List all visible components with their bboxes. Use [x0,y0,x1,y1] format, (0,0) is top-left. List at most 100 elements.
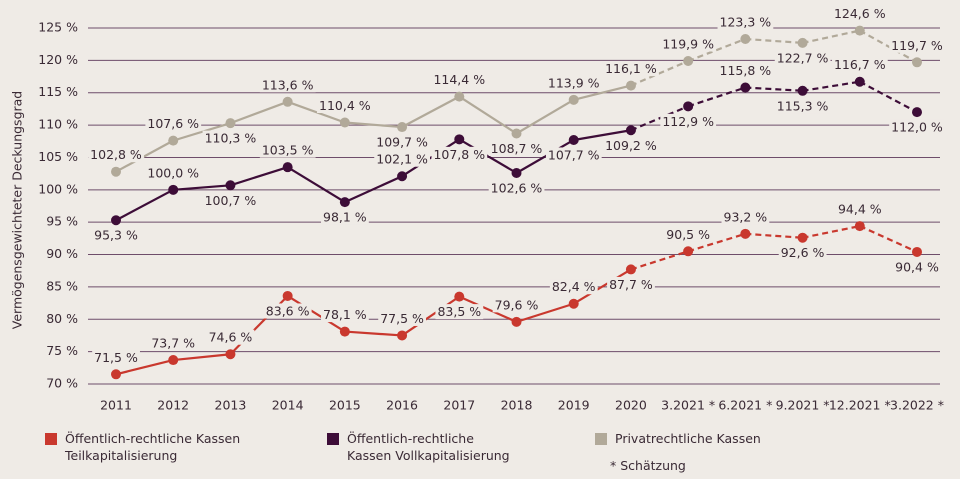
value-label-bg [431,146,488,162]
points [111,25,922,380]
value-label: 109,7 % [376,135,428,150]
value-label-bg [717,14,774,30]
value-label-bg [549,279,598,295]
value-label: 115,8 % [720,63,772,78]
line-segment [172,122,231,142]
x-tick-label: 12.2021 * [829,398,891,413]
point [282,162,293,173]
labels: 71,5 % 73,7 % 74,6 % 83,6 % 78,1 % 77,5 % 83,5… [88,6,945,365]
line-segment [745,37,803,44]
legend-swatch [595,433,607,445]
value-label: 107,6 % [147,116,199,131]
value-label: 71,5 % [94,350,138,365]
value-label: 93,2 % [724,209,768,224]
y-tick-label: 90 % [46,246,78,261]
value-label-bg [317,98,373,114]
value-label: 102,1 % [376,152,428,167]
value-label-bg [145,165,202,181]
point [511,316,522,327]
value-label-bg [893,259,941,275]
y-axis-title: Vermögensgewichteter Deckungsgrad [10,91,25,330]
value-label-bg [545,147,602,163]
value-label-bg [717,63,774,79]
value-label-bg [889,119,945,135]
point [339,197,350,208]
y-tick-label: 115 % [38,84,78,99]
legend-item: Öffentlich-rechtliche Kassen Teilkapital… [45,430,260,464]
line-segment [458,138,518,174]
x-tick-label: 2012 [157,398,189,413]
point [111,369,121,380]
line-segment [802,80,860,92]
y-tick-label: 110 % [38,117,78,132]
point [912,107,922,118]
value-label-bg [835,201,884,217]
point [683,56,694,67]
line-segment [802,224,861,239]
value-label: 123,3 % [720,15,772,30]
value-label-bg [92,227,140,243]
point [854,76,865,87]
point [625,264,636,275]
y-tick-label: 125 % [38,20,78,35]
value-label: 116,7 % [834,57,886,72]
value-label-bg [374,134,431,150]
line-segment [573,268,632,305]
value-label: 87,7 % [609,277,653,292]
point [797,85,808,96]
x-tick-label: 3.2021 * [661,398,715,413]
value-label-bg [92,349,140,365]
value-label: 79,6 % [495,297,539,312]
x-tick-label: 3.2022 * [890,398,944,413]
point [568,134,579,145]
value-label-bg [206,329,255,345]
point [625,80,636,91]
value-label-bg [88,147,144,163]
line-segment [344,175,403,204]
point [511,128,522,139]
line-segment [173,184,231,191]
legend-item: Öffentlich-rechtliche Kassen Vollkapital… [327,430,517,464]
point [282,290,293,301]
line-segment [287,100,346,124]
x-tick-label: 2014 [272,398,304,413]
y-tick-label: 85 % [46,278,78,293]
legend-label: Öffentlich-rechtliche Kassen Teilkapital… [65,431,241,463]
line-segment [344,121,403,129]
point [168,135,179,146]
x-tick-label: 2017 [443,398,475,413]
point [111,215,121,226]
value-label: 98,1 % [323,210,367,225]
value-label: 108,7 % [491,141,543,156]
point [568,94,579,105]
line-segment [115,188,174,222]
legend-swatch [327,433,339,445]
value-label: 107,8 % [433,147,485,162]
value-label: 124,6 % [834,6,886,21]
line-segment [344,330,403,337]
value-label-bg [492,297,541,313]
legend-swatch [45,433,57,445]
point [740,228,751,239]
y-tick-label: 95 % [46,214,78,229]
value-label-bg [664,226,713,242]
point [912,57,922,68]
point [625,125,636,136]
value-label-bg [607,276,655,292]
value-label: 73,7 % [151,336,195,351]
value-label: 74,6 % [209,330,253,345]
value-label-bg [378,310,427,326]
value-label-bg [431,72,488,88]
line-segment [173,353,231,362]
line-segment [630,60,689,87]
value-label: 119,9 % [662,37,714,52]
value-label-bg [603,137,659,153]
legend-label: Privatrechtliche Kassen [615,431,761,446]
x-tick-label: 2016 [386,398,418,413]
point [797,37,808,48]
value-label-bg [259,142,316,158]
point [912,246,922,257]
y-tick-label: 100 % [38,181,78,196]
legend-item: Privatrechtliche Kassen [595,430,815,447]
